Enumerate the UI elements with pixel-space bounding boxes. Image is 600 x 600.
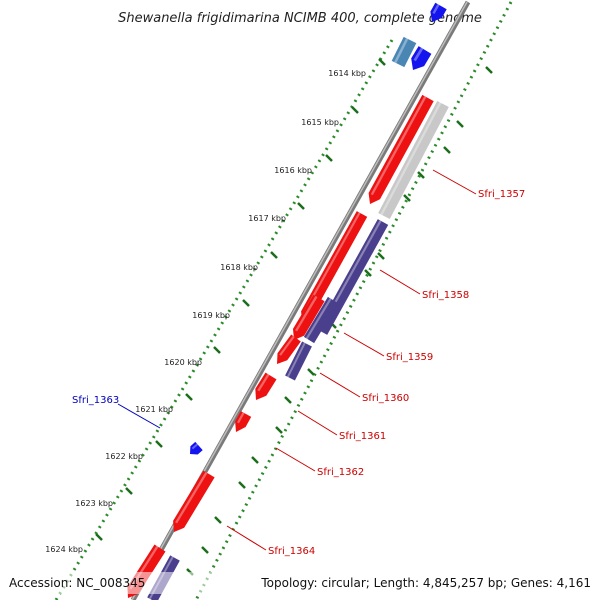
- gene-feature[interactable]: [277, 334, 301, 365]
- gene-label[interactable]: Sfri_1357: [478, 189, 525, 200]
- scale-tick: [213, 346, 221, 354]
- gene-feature-highlight: [394, 38, 409, 64]
- gene-feature[interactable]: [368, 94, 434, 204]
- gene-feature[interactable]: [293, 294, 325, 340]
- scale-tick: [251, 456, 259, 464]
- kbp-label: 1621 kbp: [135, 405, 173, 414]
- kbp-label: 1619 kbp: [192, 311, 230, 320]
- scale-tick: [214, 516, 222, 524]
- scale-tick: [417, 171, 425, 179]
- kbp-label: 1614 kbp: [328, 69, 366, 78]
- scale-tick: [125, 487, 133, 495]
- map-title: Shewanella frigidimarina NCIMB 400, comp…: [118, 11, 482, 26]
- gene-label[interactable]: Sfri_1361: [339, 431, 386, 442]
- label-leader-line: [117, 403, 161, 429]
- scale-tick: [307, 368, 315, 376]
- scale-tick: [185, 393, 193, 401]
- gene-feature[interactable]: [378, 101, 449, 219]
- scale-tick: [364, 269, 372, 277]
- gene-feature[interactable]: [391, 36, 417, 68]
- gene-feature-highlight: [305, 298, 332, 340]
- scale-tick: [297, 202, 305, 210]
- scale-tick: [443, 146, 451, 154]
- gene-feature-highlight: [432, 4, 440, 14]
- gene-feature-highlight: [175, 471, 208, 524]
- label-leader-line: [343, 332, 385, 357]
- kbp-label: 1618 kbp: [220, 263, 258, 272]
- gene-feature[interactable]: [301, 211, 368, 322]
- scale-tick: [485, 66, 493, 74]
- label-leader-line: [379, 269, 421, 295]
- gene-feature-highlight: [237, 412, 245, 424]
- gene-label[interactable]: Sfri_1362: [317, 467, 364, 478]
- scale-tick: [351, 106, 359, 114]
- gene-label[interactable]: Sfri_1360: [362, 393, 409, 404]
- gene-label[interactable]: Sfri_1363: [72, 395, 119, 406]
- gene-feature[interactable]: [285, 341, 312, 381]
- gene-label[interactable]: Sfri_1364: [268, 546, 315, 557]
- scale-tick: [456, 120, 464, 128]
- gene-feature-highlight: [257, 373, 270, 392]
- label-leader-line: [432, 169, 477, 195]
- kbp-label: 1622 kbp: [105, 452, 143, 461]
- scale-tick: [378, 58, 386, 66]
- gene-feature-highlight: [191, 443, 199, 450]
- kbp-label: 1623 kbp: [75, 499, 113, 508]
- gene-feature-highlight: [370, 96, 427, 196]
- gene-label[interactable]: Sfri_1359: [386, 352, 433, 363]
- scale-tick: [242, 299, 250, 307]
- kbp-label: 1620 kbp: [164, 358, 202, 367]
- kbp-label: 1624 kbp: [45, 545, 83, 554]
- scale-tick: [270, 251, 278, 259]
- scale-tick: [201, 546, 209, 554]
- outer-scale-line: [194, 1, 513, 600]
- kbp-label: 1617 kbp: [248, 214, 286, 223]
- scale-tick: [275, 426, 283, 434]
- gene-feature-highlight: [413, 47, 424, 62]
- gene-feature-highlight: [279, 335, 295, 356]
- label-leader-line: [275, 447, 316, 472]
- gene-feature-highlight: [286, 342, 306, 378]
- inner-scale-line: [54, 39, 394, 600]
- gene-feature[interactable]: [255, 372, 277, 400]
- scale-tick: [155, 440, 163, 448]
- label-leader-line: [297, 410, 338, 436]
- gene-feature[interactable]: [303, 296, 339, 344]
- gene-feature-highlight: [380, 102, 442, 216]
- kbp-label: 1616 kbp: [274, 166, 312, 175]
- gene-feature[interactable]: [411, 46, 432, 70]
- scale-tick: [377, 252, 385, 260]
- kbp-label: 1615 kbp: [301, 118, 339, 127]
- gene-label[interactable]: Sfri_1358: [422, 290, 469, 301]
- scale-tick: [95, 533, 103, 541]
- gene-feature[interactable]: [190, 441, 203, 455]
- footer-backdrop: [0, 572, 600, 594]
- gene-feature[interactable]: [173, 470, 215, 532]
- scale-tick: [325, 154, 333, 162]
- scale-tick: [238, 481, 246, 489]
- gene-feature-highlight: [295, 295, 318, 332]
- scale-tick: [403, 194, 411, 202]
- topology-text: Topology: circular; Length: 4,845,257 bp…: [260, 576, 591, 590]
- gene-feature[interactable]: [235, 411, 252, 432]
- label-leader-line: [226, 525, 267, 551]
- label-leader-line: [319, 372, 361, 398]
- gene-feature[interactable]: [430, 2, 447, 23]
- accession-text: Accession: NC_008345: [9, 576, 145, 590]
- scale-tick: [284, 396, 292, 404]
